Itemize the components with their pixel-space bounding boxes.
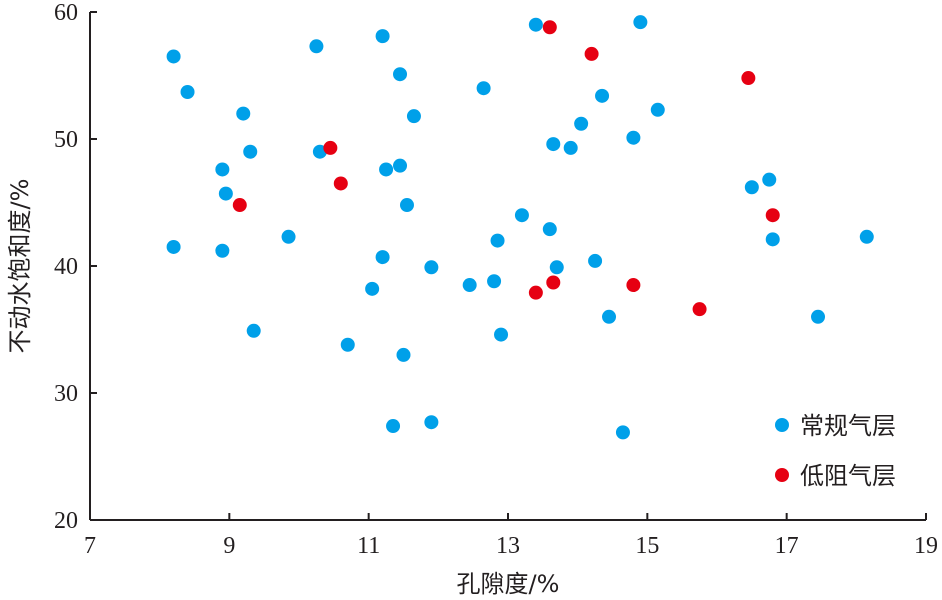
data-point-series-1 bbox=[595, 88, 610, 103]
data-point-series-2 bbox=[584, 46, 599, 61]
y-tick-label: 40 bbox=[54, 254, 78, 280]
data-point-series-1 bbox=[243, 144, 258, 159]
data-point-series-1 bbox=[218, 186, 233, 201]
data-point-series-1 bbox=[375, 29, 390, 44]
data-point-series-2 bbox=[741, 71, 756, 86]
data-point-series-2 bbox=[232, 198, 247, 213]
data-point-series-1 bbox=[762, 172, 777, 187]
data-point-series-1 bbox=[546, 137, 561, 152]
data-point-series-1 bbox=[626, 130, 641, 145]
legend-marker-series-1 bbox=[775, 418, 789, 432]
legend-marker-series-2 bbox=[775, 468, 789, 482]
data-point-series-1 bbox=[615, 425, 630, 440]
x-tick-label: 11 bbox=[357, 533, 380, 559]
data-point-series-1 bbox=[424, 260, 439, 275]
data-point-series-1 bbox=[494, 327, 509, 342]
data-points bbox=[166, 15, 874, 440]
data-point-series-1 bbox=[215, 162, 230, 177]
x-tick-label: 17 bbox=[775, 533, 799, 559]
data-point-series-1 bbox=[180, 85, 195, 100]
x-tick-label: 19 bbox=[914, 533, 938, 559]
data-point-series-1 bbox=[215, 243, 230, 258]
axes bbox=[89, 12, 926, 521]
data-point-series-1 bbox=[406, 109, 421, 124]
data-point-series-1 bbox=[166, 49, 181, 64]
data-point-series-1 bbox=[528, 17, 543, 32]
y-tick-label: 50 bbox=[54, 127, 78, 153]
data-point-series-1 bbox=[487, 274, 502, 289]
legend-label-series-1: 常规气层 bbox=[800, 412, 896, 440]
data-point-series-1 bbox=[236, 106, 251, 121]
data-point-series-1 bbox=[514, 208, 529, 223]
data-point-series-1 bbox=[166, 239, 181, 254]
x-tick-label: 15 bbox=[635, 533, 659, 559]
ticks: 7 9 11 13 15 17 19 20 30 40 50 60 bbox=[54, 0, 938, 559]
x-axis-title: 孔隙度/% bbox=[457, 570, 560, 598]
data-point-series-2 bbox=[542, 20, 557, 35]
data-point-series-1 bbox=[309, 39, 324, 54]
x-tick-label: 13 bbox=[496, 533, 520, 559]
data-point-series-1 bbox=[396, 347, 411, 362]
x-tick-label: 7 bbox=[84, 533, 96, 559]
data-point-series-1 bbox=[650, 102, 665, 117]
data-point-series-1 bbox=[765, 232, 780, 247]
data-point-series-1 bbox=[365, 281, 380, 296]
data-point-series-1 bbox=[633, 15, 648, 30]
data-point-series-1 bbox=[563, 140, 578, 155]
data-point-series-2 bbox=[626, 278, 641, 293]
data-point-series-1 bbox=[462, 278, 477, 293]
data-point-series-1 bbox=[393, 67, 408, 82]
data-point-series-1 bbox=[744, 180, 759, 195]
data-point-series-2 bbox=[323, 140, 338, 155]
data-point-series-2 bbox=[765, 208, 780, 223]
data-point-series-1 bbox=[399, 198, 414, 213]
y-tick-label: 60 bbox=[54, 0, 78, 26]
data-point-series-2 bbox=[333, 176, 348, 191]
data-point-series-1 bbox=[476, 81, 491, 96]
data-point-series-1 bbox=[490, 233, 505, 248]
data-point-series-1 bbox=[379, 162, 394, 177]
y-tick-label: 20 bbox=[54, 508, 78, 534]
y-axis-title: 不动水饱和度/% bbox=[6, 179, 34, 354]
data-point-series-1 bbox=[542, 222, 557, 237]
x-tick-label: 9 bbox=[223, 533, 235, 559]
data-point-series-1 bbox=[246, 323, 261, 338]
data-point-series-1 bbox=[588, 253, 603, 268]
data-point-series-1 bbox=[574, 116, 589, 131]
y-tick-label: 30 bbox=[54, 381, 78, 407]
data-point-series-1 bbox=[375, 250, 390, 265]
data-point-series-1 bbox=[393, 158, 408, 173]
data-point-series-2 bbox=[528, 285, 543, 300]
data-point-series-1 bbox=[281, 229, 296, 244]
data-point-series-1 bbox=[424, 415, 439, 430]
data-point-series-1 bbox=[340, 337, 355, 352]
data-point-series-1 bbox=[811, 309, 826, 324]
data-point-series-2 bbox=[692, 302, 707, 317]
data-point-series-1 bbox=[386, 419, 401, 434]
data-point-series-1 bbox=[549, 260, 564, 275]
legend: 常规气层 低阻气层 bbox=[775, 412, 896, 490]
data-point-series-2 bbox=[546, 275, 561, 290]
data-point-series-1 bbox=[602, 309, 617, 324]
legend-label-series-2: 低阻气层 bbox=[800, 462, 896, 490]
data-point-series-1 bbox=[859, 229, 874, 244]
